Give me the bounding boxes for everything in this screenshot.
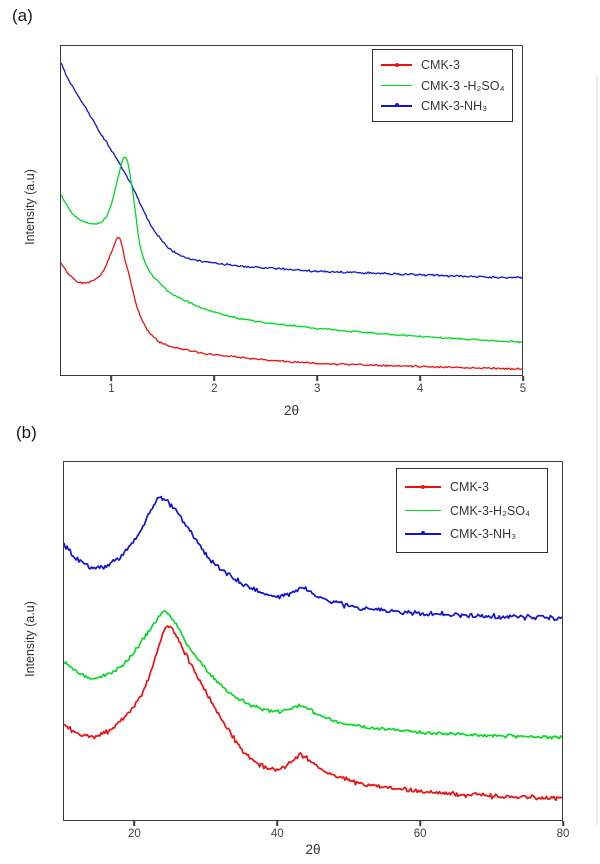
x-tick-mark [419,376,421,381]
legend-sample [381,62,412,68]
legend-marker-dot [421,531,425,536]
panel-b-ylabel: Intensity (a.u) [23,601,37,677]
legend-marker-dot [394,62,399,67]
legend-label: CMK-3-NH₃ [450,526,517,541]
legend-row: CMK-3-NH₃ [405,527,543,541]
x-tick-mark [562,821,564,826]
legend-label: CMK-3 -H₂SO₄ [421,78,505,93]
legend-sample [405,508,441,514]
legend-row: CMK-3 -H₂SO₄ [381,79,508,93]
curve-CMK-3-H2SO4 [64,610,562,740]
panel-a-curves [61,62,522,371]
x-tick-label: 2 [211,383,218,395]
curve-CMK-3-NH3 [64,495,562,622]
curve-CMK-3-NH3 [61,62,522,280]
x-tick-mark [110,376,113,381]
legend-label: CMK-3-NH₃ [421,98,488,113]
x-tick-label: 5 [519,383,527,395]
legend-sample [381,103,412,109]
curve-CMK-3 [64,625,562,802]
panel-b-xlabel: 2θ [305,842,321,857]
curve-CMK-3-H2SO4 [61,156,522,344]
panel-a-legend: CMK-3 CMK-3 -H₂SO₄ CMK-3-NH₃ [372,49,513,122]
legend-line [405,509,441,512]
panel-a-label: (a) [12,6,33,25]
legend-marker-dot [421,484,425,489]
x-tick-mark [213,376,216,381]
legend-marker-dot [394,103,399,108]
panel-a-xlabel: 2θ [283,403,300,418]
legend-label: CMK-3-H₂SO₄ [450,503,531,518]
legend-sample [405,484,441,490]
legend-line [381,84,412,87]
legend-sample [405,531,441,537]
x-tick-label: 60 [413,828,427,840]
x-tick-mark [316,376,319,381]
legend-label: CMK-3 [450,480,489,495]
x-tick-label: 1 [108,383,115,395]
x-tick-label: 3 [314,383,321,395]
curve-CMK-3 [61,236,522,371]
legend-row: CMK-3-NH₃ [381,99,508,113]
artifact-line [596,75,598,825]
legend-label: CMK-3 [421,58,460,73]
x-tick-label: 20 [128,828,141,840]
legend-sample [381,83,412,89]
x-tick-mark [522,376,524,381]
panel-a-ylabel: Intensity (a.u) [23,169,37,245]
x-tick-mark [419,821,421,826]
legend-row: CMK-3-H₂SO₄ [405,504,543,518]
x-tick-mark [276,821,279,826]
x-tick-mark [133,821,136,826]
x-tick-label: 4 [416,383,424,395]
panel-b-curves [64,495,562,802]
x-tick-label: 40 [270,828,284,840]
panel-b-legend: CMK-3 CMK-3-H₂SO₄ CMK-3-NH₃ [396,468,548,553]
legend-row: CMK-3 [405,480,543,494]
x-tick-label: 80 [556,828,570,840]
legend-row: CMK-3 [381,58,508,72]
panel-b-label: (b) [16,423,37,442]
